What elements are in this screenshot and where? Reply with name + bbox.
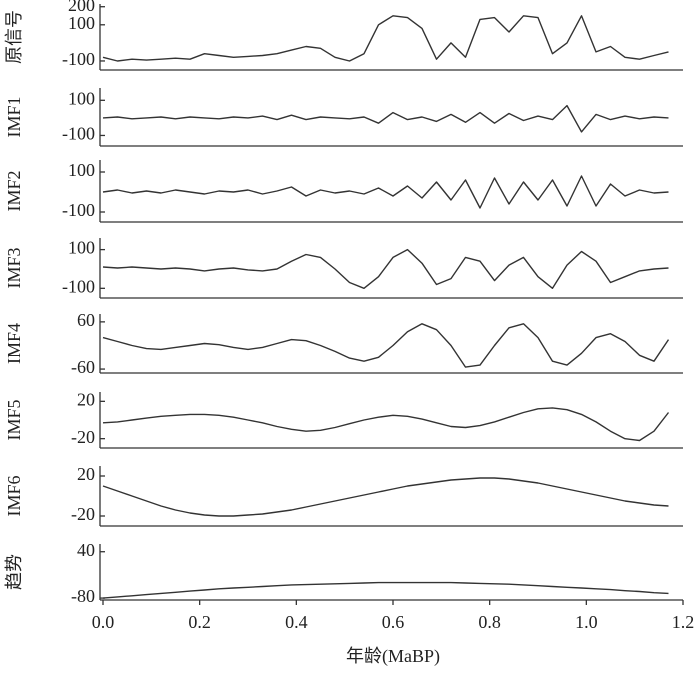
y-axis-label: IMF6	[4, 475, 24, 516]
x-tick-label: 1.0	[575, 612, 598, 632]
y-tick-label: -100	[62, 49, 95, 69]
x-tick-label: 1.2	[672, 612, 695, 632]
y-tick-label: -20	[71, 504, 95, 524]
y-tick-label: -100	[62, 200, 95, 220]
signal-line	[102, 477, 669, 517]
x-tick-label: 0.2	[188, 612, 211, 632]
y-axis-label: IMF5	[4, 399, 24, 440]
y-axis-label: IMF2	[4, 170, 24, 211]
y-axis-label: 原信号	[4, 10, 24, 64]
y-tick-label: 20	[77, 389, 95, 409]
y-tick-label: -80	[71, 586, 95, 606]
x-tick-label: 0.4	[285, 612, 308, 632]
y-tick-label: 60	[77, 310, 95, 330]
y-tick-label: 100	[68, 160, 95, 180]
y-axis-label: 趋势	[4, 554, 24, 590]
signal-line	[102, 407, 670, 442]
y-tick-label: 100	[68, 238, 95, 258]
x-axis-label: 年龄(MaBP)	[346, 646, 440, 667]
x-tick-label: 0.8	[478, 612, 501, 632]
y-tick-label: 20	[77, 464, 95, 484]
y-tick-label: 100	[68, 13, 95, 33]
y-tick-label: -100	[62, 124, 95, 144]
y-axis-label: IMF4	[4, 323, 24, 364]
y-axis-label: IMF1	[4, 96, 24, 137]
y-tick-label: 100	[68, 88, 95, 108]
y-tick-label: -20	[71, 427, 95, 447]
x-tick-label: 0.6	[382, 612, 405, 632]
signal-line	[102, 323, 670, 368]
signal-line	[102, 15, 669, 62]
signal-line	[102, 175, 669, 209]
signal-line	[102, 581, 669, 599]
signal-line	[102, 104, 669, 133]
signal-line	[102, 248, 669, 289]
x-tick-label: 0.0	[92, 612, 115, 632]
y-tick-label: 40	[77, 540, 95, 560]
y-tick-label: 200	[68, 0, 95, 15]
y-tick-label: -60	[71, 357, 95, 377]
y-tick-label: -100	[62, 276, 95, 296]
y-axis-label: IMF3	[4, 247, 24, 288]
